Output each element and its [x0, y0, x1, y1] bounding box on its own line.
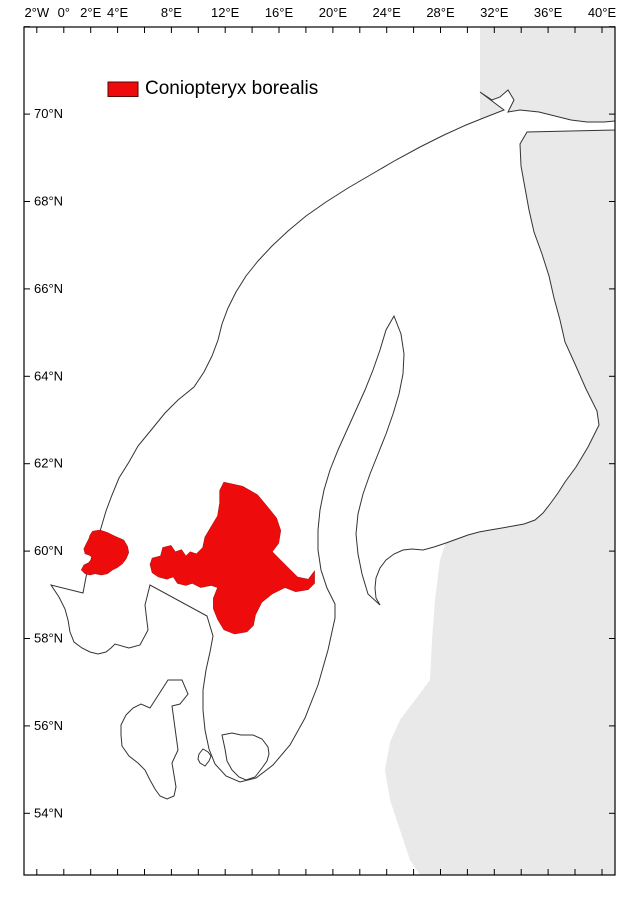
- svg-text:12°E: 12°E: [211, 5, 240, 20]
- svg-text:54°N: 54°N: [34, 805, 63, 820]
- svg-text:62°N: 62°N: [34, 456, 63, 471]
- svg-text:60°N: 60°N: [34, 543, 63, 558]
- svg-text:66°N: 66°N: [34, 281, 63, 296]
- svg-text:24°E: 24°E: [373, 5, 402, 20]
- svg-text:2°E: 2°E: [80, 5, 101, 20]
- svg-text:2°W: 2°W: [24, 5, 49, 20]
- svg-text:28°E: 28°E: [426, 5, 455, 20]
- svg-text:56°N: 56°N: [34, 718, 63, 733]
- svg-text:8°E: 8°E: [161, 5, 182, 20]
- svg-text:58°N: 58°N: [34, 631, 63, 646]
- svg-text:Coniopteryx borealis: Coniopteryx borealis: [145, 78, 318, 99]
- svg-text:40°E: 40°E: [588, 5, 617, 20]
- svg-text:36°E: 36°E: [534, 5, 563, 20]
- svg-text:0°: 0°: [58, 5, 70, 20]
- svg-text:16°E: 16°E: [265, 5, 294, 20]
- svg-text:64°N: 64°N: [34, 368, 63, 383]
- svg-text:20°E: 20°E: [319, 5, 348, 20]
- svg-text:68°N: 68°N: [34, 194, 63, 209]
- svg-text:4°E: 4°E: [107, 5, 128, 20]
- svg-text:32°E: 32°E: [480, 5, 509, 20]
- svg-text:70°N: 70°N: [34, 106, 63, 121]
